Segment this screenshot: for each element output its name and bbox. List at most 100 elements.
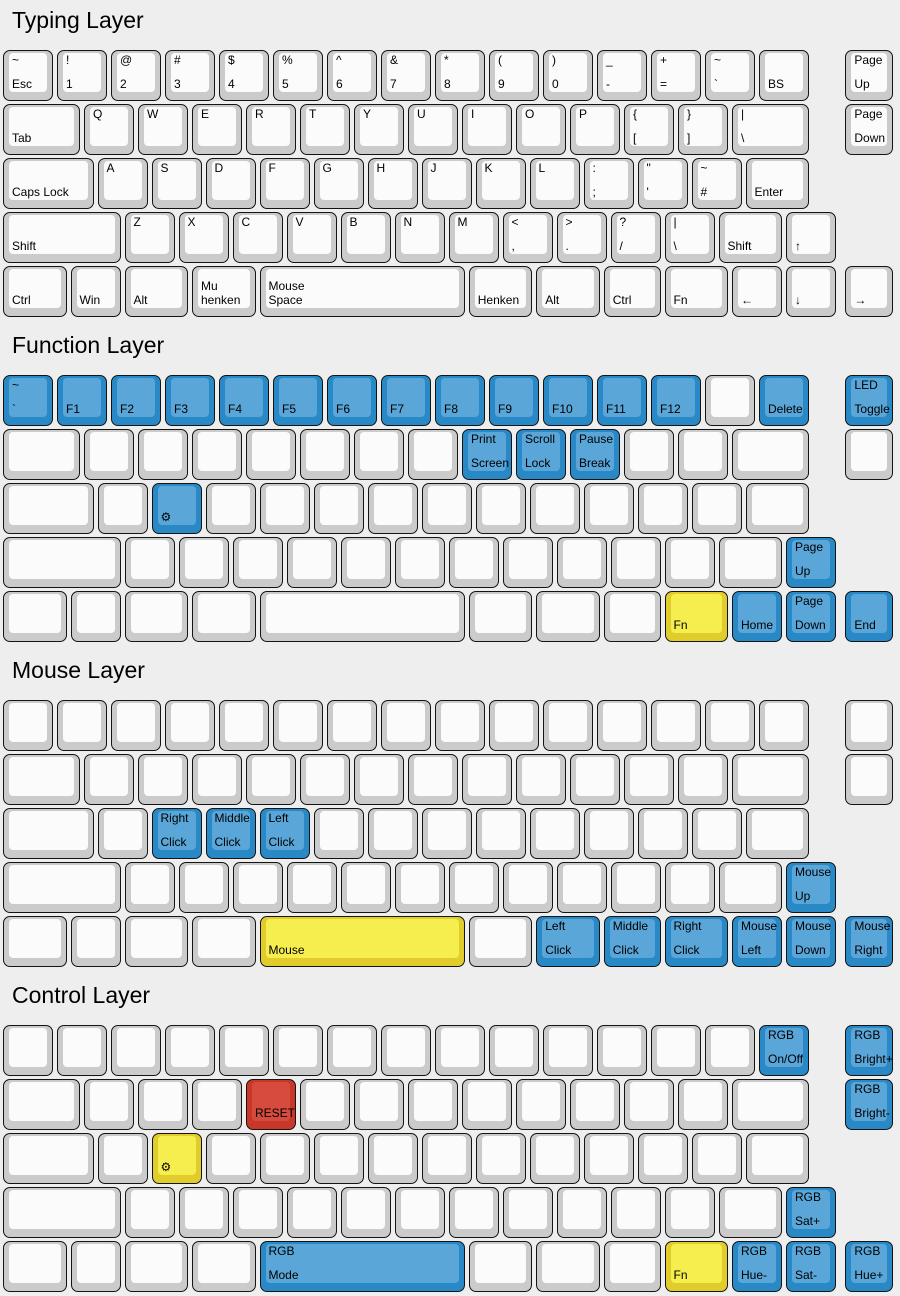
mouse-key[interactable]: Mouse [259, 916, 465, 967]
6-key[interactable]: ^ 6 [327, 50, 377, 101]
key-key[interactable]: | \ [664, 212, 715, 263]
blank-key[interactable] [556, 1187, 607, 1238]
blank-key[interactable] [664, 862, 715, 913]
blank-key[interactable] [502, 1187, 553, 1238]
f5-key[interactable]: F5 [273, 375, 323, 426]
blank-key[interactable] [718, 1187, 782, 1238]
blank-key[interactable] [3, 1187, 121, 1238]
right-click-key[interactable]: Right Click [664, 916, 728, 967]
gear-key[interactable]: ⚙ [151, 1133, 202, 1184]
blank-key[interactable] [435, 1025, 485, 1076]
blank-key[interactable] [502, 862, 553, 913]
blank-key[interactable] [3, 808, 94, 859]
blank-key[interactable] [502, 537, 553, 588]
blank-key[interactable] [556, 537, 607, 588]
f4-key[interactable]: F4 [219, 375, 269, 426]
blank-key[interactable] [192, 1079, 242, 1130]
blank-key[interactable] [845, 429, 894, 480]
blank-key[interactable] [678, 429, 728, 480]
blank-key[interactable] [691, 1133, 742, 1184]
m-key[interactable]: M [448, 212, 499, 263]
blank-key[interactable] [84, 1079, 134, 1130]
middle-click-key[interactable]: Middle Click [603, 916, 661, 967]
page-down-key[interactable]: Page Down [786, 591, 836, 642]
rgb-bright+-key[interactable]: RGB Bright+ [845, 1025, 894, 1076]
blank-key[interactable] [3, 916, 67, 967]
arrow-up-key[interactable]: ↑ [786, 212, 836, 263]
fn-key[interactable]: Fn [664, 591, 728, 642]
blank-key[interactable] [286, 1187, 337, 1238]
blank-key[interactable] [435, 700, 485, 751]
f10-key[interactable]: F10 [543, 375, 593, 426]
blank-key[interactable] [340, 1187, 391, 1238]
blank-key[interactable] [516, 754, 566, 805]
c-key[interactable]: C [232, 212, 283, 263]
f2-key[interactable]: F2 [111, 375, 161, 426]
blank-key[interactable] [381, 700, 431, 751]
key-key[interactable]: " ' [637, 158, 688, 209]
blank-key[interactable] [637, 1133, 688, 1184]
blank-key[interactable] [610, 862, 661, 913]
blank-key[interactable] [165, 700, 215, 751]
blank-key[interactable] [232, 862, 283, 913]
blank-key[interactable] [718, 537, 782, 588]
key-key[interactable]: ~ ` [705, 50, 755, 101]
blank-key[interactable] [394, 862, 445, 913]
arrow-left-key[interactable]: ← [732, 266, 782, 317]
alt-key[interactable]: Alt [536, 266, 600, 317]
blank-key[interactable] [462, 754, 512, 805]
blank-key[interactable] [259, 483, 310, 534]
h-key[interactable]: H [367, 158, 418, 209]
g-key[interactable]: G [313, 158, 364, 209]
tab-key[interactable]: Tab [3, 104, 80, 155]
blank-key[interactable] [489, 1025, 539, 1076]
shift-key[interactable]: Shift [3, 212, 121, 263]
p-key[interactable]: P [570, 104, 620, 155]
u-key[interactable]: U [408, 104, 458, 155]
key-key[interactable]: :; [583, 158, 634, 209]
win-key[interactable]: Win [70, 266, 121, 317]
blank-key[interactable] [394, 537, 445, 588]
blank-key[interactable] [462, 1079, 512, 1130]
arrow-right-key[interactable]: → [845, 266, 894, 317]
blank-key[interactable] [603, 1241, 661, 1292]
blank-key[interactable] [583, 1133, 634, 1184]
blank-key[interactable] [583, 483, 634, 534]
blank-key[interactable] [84, 754, 134, 805]
blank-key[interactable] [408, 429, 458, 480]
blank-key[interactable] [124, 591, 188, 642]
blank-key[interactable] [70, 591, 121, 642]
print-screen-key[interactable]: Print Screen [462, 429, 512, 480]
blank-key[interactable] [124, 1241, 188, 1292]
bs-key[interactable]: BS [759, 50, 809, 101]
mu-henken-key[interactable]: Mu henken [192, 266, 256, 317]
j-key[interactable]: J [421, 158, 472, 209]
led-toggle-key[interactable]: LED Toggle [845, 375, 894, 426]
page-down-key[interactable]: Page Down [845, 104, 894, 155]
key-key[interactable]: | \ [732, 104, 809, 155]
blank-key[interactable] [664, 537, 715, 588]
blank-key[interactable] [3, 1133, 94, 1184]
blank-key[interactable] [624, 429, 674, 480]
blank-key[interactable] [448, 1187, 499, 1238]
blank-key[interactable] [97, 483, 148, 534]
blank-key[interactable] [313, 808, 364, 859]
ctrl-key[interactable]: Ctrl [603, 266, 661, 317]
blank-key[interactable] [219, 1025, 269, 1076]
blank-key[interactable] [340, 862, 391, 913]
blank-key[interactable] [192, 1241, 256, 1292]
key-key[interactable]: ? / [610, 212, 661, 263]
blank-key[interactable] [475, 1133, 526, 1184]
blank-key[interactable] [313, 483, 364, 534]
blank-key[interactable] [421, 483, 472, 534]
blank-key[interactable] [529, 808, 580, 859]
blank-key[interactable] [759, 700, 809, 751]
blank-key[interactable] [705, 700, 755, 751]
i-key[interactable]: I [462, 104, 512, 155]
blank-key[interactable] [381, 1025, 431, 1076]
f7-key[interactable]: F7 [381, 375, 431, 426]
blank-key[interactable] [448, 537, 499, 588]
1-key[interactable]: ! 1 [57, 50, 107, 101]
rgb-on-off-key[interactable]: RGB On/Off [759, 1025, 809, 1076]
blank-key[interactable] [124, 862, 175, 913]
